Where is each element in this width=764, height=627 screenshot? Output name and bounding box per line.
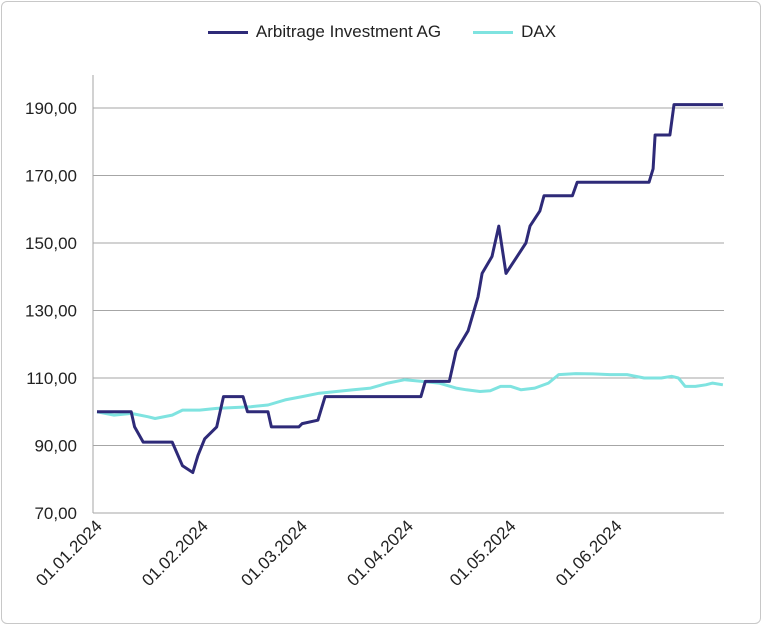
y-tick-label: 90,00: [34, 437, 77, 456]
legend-item-dax: DAX: [473, 22, 556, 42]
y-tick-label: 130,00: [25, 302, 77, 321]
x-tick-label: 01.05.2024: [446, 516, 520, 590]
legend: Arbitrage Investment AG DAX: [0, 22, 764, 42]
legend-label-arbitrage: Arbitrage Investment AG: [255, 22, 442, 41]
x-tick-label: 01.06.2024: [552, 516, 626, 590]
y-tick-label: 110,00: [26, 369, 77, 388]
series-line-dax: [96, 372, 724, 420]
legend-swatch-dax: [473, 30, 514, 34]
y-tick-label: 190,00: [25, 99, 77, 118]
series-line-arbitrage: [97, 103, 723, 474]
legend-item-arbitrage: Arbitrage Investment AG: [207, 22, 442, 42]
x-tick-label: 01.03.2024: [237, 516, 311, 590]
legend-label-dax: DAX: [521, 22, 557, 41]
legend-swatch-arbitrage: [207, 30, 248, 34]
x-tick-label: 01.04.2024: [343, 516, 417, 590]
y-tick-label: 70,00: [34, 504, 77, 523]
x-tick-label: 01.02.2024: [138, 516, 212, 590]
x-tick-label: 01.01.2024: [32, 516, 106, 590]
y-tick-label: 150,00: [25, 234, 77, 253]
y-tick-label: 170,00: [25, 167, 77, 186]
